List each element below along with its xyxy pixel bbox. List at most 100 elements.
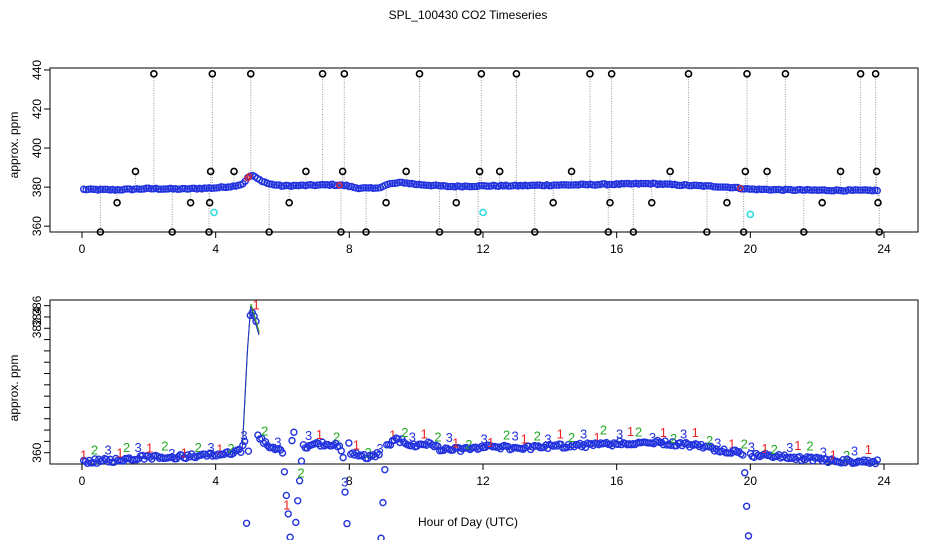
series-2-marker: 2 — [333, 430, 340, 445]
data-point — [297, 181, 305, 189]
spike-point — [684, 70, 693, 78]
data-point — [359, 184, 368, 192]
data-point — [280, 468, 289, 476]
spike-point — [318, 70, 327, 78]
spike-point — [874, 198, 882, 207]
series-2-marker: 2 — [806, 439, 813, 454]
data-point — [371, 184, 380, 192]
spike-point — [856, 70, 865, 78]
data-point — [784, 185, 792, 194]
data-point — [731, 446, 739, 454]
series-2-marker: 2 — [195, 440, 202, 455]
data-point — [386, 441, 395, 449]
data-point — [745, 185, 754, 193]
spike-point — [475, 167, 484, 176]
data-point — [157, 185, 165, 193]
spike-point — [168, 228, 177, 236]
x-tick-label: 0 — [79, 474, 86, 488]
spike-point — [567, 167, 576, 176]
data-point — [714, 183, 722, 191]
series-3-marker: 3 — [207, 440, 214, 455]
data-point — [739, 451, 747, 459]
data-point — [470, 182, 479, 191]
data-point — [417, 181, 426, 189]
spike-point — [285, 198, 293, 207]
spike-point — [647, 198, 656, 207]
series-3-marker: 3 — [104, 442, 111, 457]
spike-point — [871, 70, 880, 78]
data-point — [552, 181, 561, 189]
data-point — [147, 185, 155, 193]
data-point — [89, 185, 98, 194]
data-point — [578, 442, 586, 451]
data-point — [284, 510, 292, 518]
data-point — [567, 181, 575, 189]
cyan-point — [479, 208, 487, 217]
series-3-marker: 3 — [135, 440, 142, 455]
series-2-marker: 2 — [670, 431, 677, 446]
series-2-marker: 2 — [534, 429, 541, 444]
y-tick-label: 360 — [30, 442, 44, 462]
spike-point — [186, 198, 195, 207]
series-3-marker: 3 — [481, 431, 488, 446]
data-point — [224, 183, 233, 191]
series-3-marker: 3 — [748, 440, 755, 455]
data-point — [663, 180, 672, 188]
series-3-marker: 3 — [168, 446, 175, 461]
data-point — [798, 186, 807, 194]
chart-title: SPL_100430 CO2 Timeseries — [388, 8, 548, 22]
spike-point — [113, 198, 121, 207]
data-point — [142, 184, 151, 192]
data-point — [333, 181, 341, 190]
spike-point — [150, 70, 158, 78]
data-point — [695, 181, 703, 190]
x-tick-label: 12 — [476, 474, 490, 488]
series-2-marker: 2 — [741, 436, 748, 451]
series-3-marker: 3 — [714, 436, 721, 451]
spike-point — [131, 167, 140, 176]
data-point — [728, 183, 737, 192]
data-point — [557, 181, 566, 189]
series-2-marker: 2 — [503, 428, 510, 443]
spike-point — [435, 228, 444, 236]
series-1-marker: 1 — [660, 425, 667, 440]
spike-point — [629, 228, 638, 236]
spike-point — [338, 167, 347, 176]
data-point-red — [245, 173, 253, 180]
series-3-marker: 3 — [680, 426, 687, 441]
spike-point — [799, 228, 808, 236]
data-point — [93, 459, 101, 467]
y-tick-label: 382 — [30, 318, 44, 338]
series-1-marker: 1 — [116, 445, 123, 460]
x-tick-label: 8 — [346, 242, 353, 256]
data-point — [706, 442, 715, 450]
data-point — [545, 182, 553, 190]
series-2-marker: 2 — [600, 423, 607, 438]
spike-point — [415, 70, 424, 78]
data-point — [538, 181, 546, 190]
data-point — [504, 182, 512, 190]
data-point — [345, 439, 353, 447]
series-1-marker: 1 — [353, 437, 360, 452]
data-point — [854, 186, 862, 194]
plot-frame — [49, 67, 919, 233]
series-1-marker: 1 — [420, 427, 427, 442]
series-3-marker: 3 — [341, 475, 348, 490]
data-point — [261, 438, 270, 446]
series-3-marker: 3 — [377, 441, 384, 456]
data-point — [873, 456, 882, 464]
spike-point — [818, 198, 826, 207]
spike-point — [586, 70, 594, 78]
x-tick-label: 20 — [744, 242, 758, 256]
series-2-marker: 2 — [297, 465, 304, 480]
data-point — [265, 180, 274, 188]
data-point — [873, 186, 882, 195]
series-2-marker: 2 — [123, 440, 130, 455]
series-1-marker: 1 — [316, 427, 323, 442]
data-point — [639, 179, 648, 188]
series-3-marker: 3 — [305, 428, 312, 443]
data-point — [120, 185, 129, 193]
series-2-marker: 2 — [91, 442, 98, 457]
data-point — [278, 449, 287, 457]
